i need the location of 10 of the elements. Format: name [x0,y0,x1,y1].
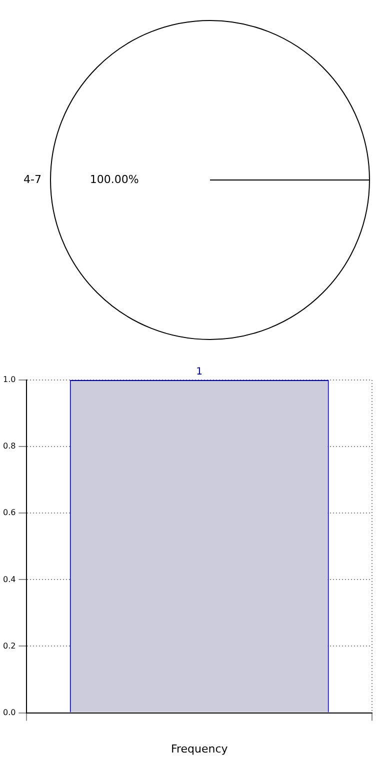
y-tick-label: 0.6 [2,508,16,518]
data-label: 100.00% [90,172,139,186]
x-axis-title: Frequency [170,742,228,756]
y-tick-label: 0.0 [2,708,16,717]
y-tick-label: 1.0 [2,375,16,384]
slice-label: 4-7 [24,172,42,186]
y-tick-label: 0.4 [2,574,16,584]
data-label: 1 [196,366,203,378]
y-tick-label: 0.2 [2,641,16,650]
y-tick-label: 0.8 [2,442,16,451]
